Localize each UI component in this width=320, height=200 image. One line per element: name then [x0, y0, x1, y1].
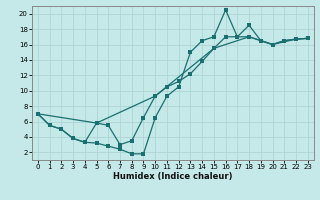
X-axis label: Humidex (Indice chaleur): Humidex (Indice chaleur) [113, 172, 233, 181]
